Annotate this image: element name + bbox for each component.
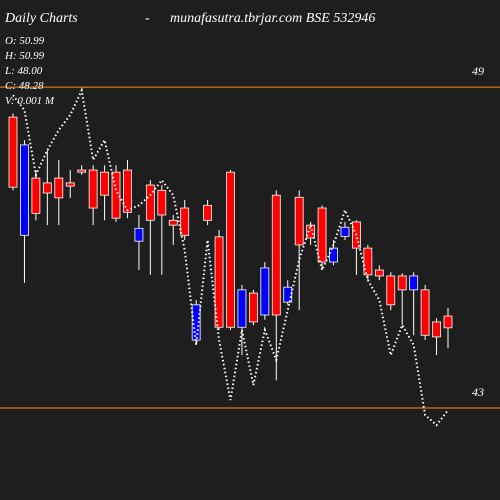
info-line: L: 48.00: [4, 65, 43, 77]
candle-body: [432, 321, 441, 338]
candle-body: [306, 224, 316, 239]
chart-title: Daily Charts: [4, 11, 78, 26]
candle-body: [294, 196, 304, 246]
candle-body: [248, 292, 258, 323]
candle-body: [54, 177, 64, 199]
candle-body: [42, 182, 52, 194]
candle-body: [203, 204, 213, 221]
candle-body: [329, 247, 338, 263]
candle-body: [157, 189, 167, 216]
overlay-line: [12, 87, 449, 427]
info-line: V: 0.001 M: [5, 95, 55, 107]
candle-body: [65, 182, 75, 187]
candle-body: [271, 194, 281, 316]
candle-body: [317, 207, 327, 263]
candle-body: [397, 275, 407, 291]
candle-body: [145, 184, 155, 221]
plot: [0, 86, 500, 427]
candle-body: [443, 315, 453, 329]
candle-body: [409, 275, 419, 291]
candle-body: [123, 169, 132, 213]
info-line: O: 50.99: [5, 35, 45, 47]
candle-body: [283, 286, 293, 303]
candle-body: [100, 171, 109, 196]
candle-body: [374, 269, 384, 277]
candle-body: [214, 236, 224, 328]
candle-body: [237, 289, 247, 328]
candle-body: [134, 227, 144, 242]
candle-body: [8, 116, 18, 188]
candle-body: [20, 144, 29, 236]
separator: -: [145, 11, 150, 26]
candle-body: [31, 177, 41, 214]
chart-subtitle: munafasutra.tbrjar.com BSE 532946: [170, 11, 375, 26]
candle-body: [168, 219, 178, 226]
candle-body: [88, 169, 98, 209]
candle-body: [363, 247, 373, 276]
candle-body: [420, 289, 430, 336]
candle-body: [111, 171, 121, 219]
candle-body: [180, 207, 190, 236]
candle-body: [340, 226, 350, 237]
candle-body: [386, 275, 396, 306]
info-line: C: 48.28: [5, 80, 44, 92]
candle-body: [226, 171, 235, 328]
candle-body: [77, 169, 87, 173]
candle-body: [260, 267, 270, 316]
info-line: H: 50.99: [4, 50, 45, 62]
y-tick-label: 49: [472, 64, 484, 78]
y-tick-label: 43: [472, 385, 484, 399]
